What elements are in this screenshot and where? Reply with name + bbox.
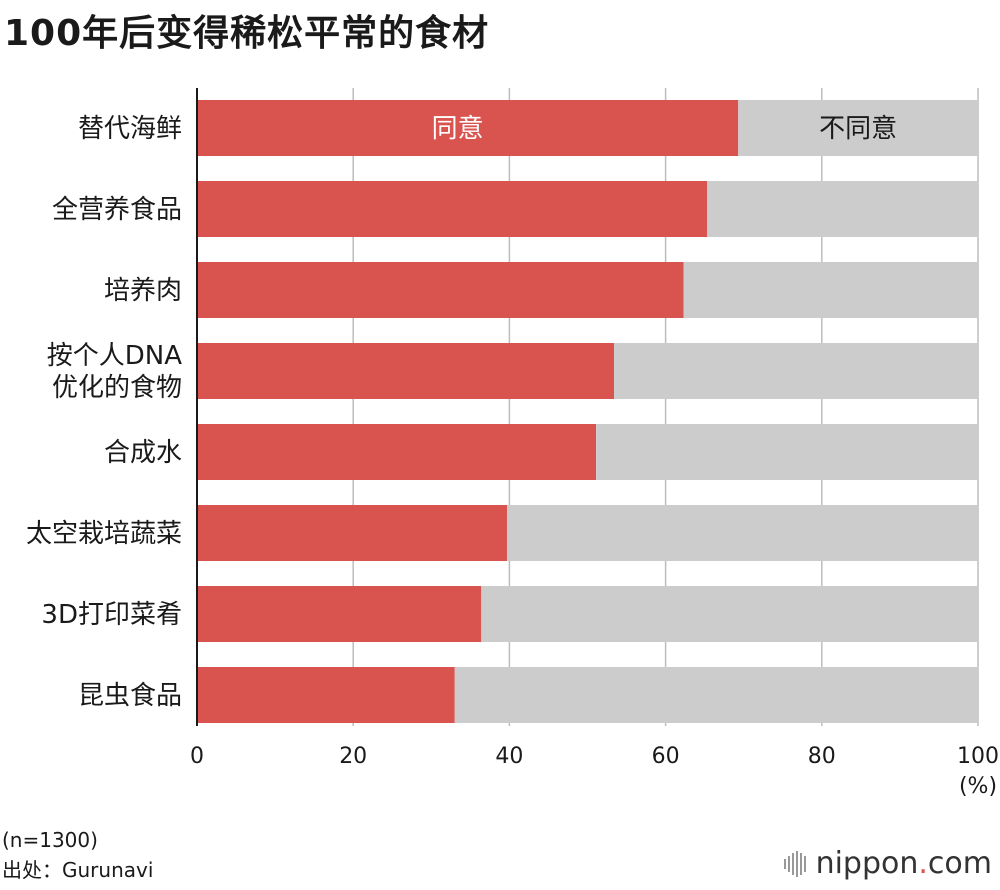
category-label-6-0: 3D打印菜肴 [41,600,182,630]
axis-layer: 0 20 40 60 80 100 (%) [190,88,999,799]
bar-disagree-7 [454,667,979,723]
x-tick-label-60: 60 [652,744,680,769]
bar-agree-0 [197,100,739,156]
bar-agree-6 [197,586,482,642]
bars-layer [197,100,979,723]
x-tick-label-100: 100 [957,744,999,769]
logo-bars-icon [783,850,808,877]
category-label-1-0: 全营养食品 [52,195,182,225]
category-label-4-0: 合成水 [104,438,182,468]
series-label-disagree: 不同意 [819,114,897,144]
series-label-agree: 同意 [432,114,484,144]
category-label-5-0: 太空栽培蔬菜 [26,519,182,549]
category-label-2-0: 培养肉 [104,276,182,306]
category-label-3-1: 优化的食物 [52,373,182,403]
bar-disagree-2 [683,262,978,318]
x-tick-label-20: 20 [339,744,367,769]
bar-agree-5 [197,505,508,561]
bar-disagree-0 [738,100,978,156]
category-label-3-0: 按个人DNA [47,341,182,371]
x-tick-label-0: 0 [190,744,204,769]
logo-name: nippon [815,846,919,881]
bar-disagree-3 [614,343,978,399]
sample-size-note: (n=1300) [2,828,98,852]
bar-agree-3 [197,343,615,399]
bar-disagree-5 [507,505,978,561]
category-label-0-0: 替代海鲜 [78,114,182,144]
category-label-7-0: 昆虫食品 [78,681,182,711]
bar-disagree-1 [706,181,978,237]
x-tick-label-80: 80 [808,744,836,769]
bar-disagree-4 [596,424,978,480]
logo-suffix: com [927,846,992,881]
chart-title: 100年后变得稀松平常的食材 [4,13,490,54]
bar-agree-7 [197,667,455,723]
bar-agree-2 [197,262,684,318]
bar-disagree-6 [481,586,978,642]
source-note: 出处：Gurunavi [2,858,154,882]
bar-agree-1 [197,181,707,237]
bar-agree-4 [197,424,597,480]
x-unit-label: (%) [959,774,997,799]
x-tick-label-40: 40 [495,744,523,769]
nippon-logo[interactable]: nippon. com [783,846,992,881]
logo-dot: . [918,846,928,881]
